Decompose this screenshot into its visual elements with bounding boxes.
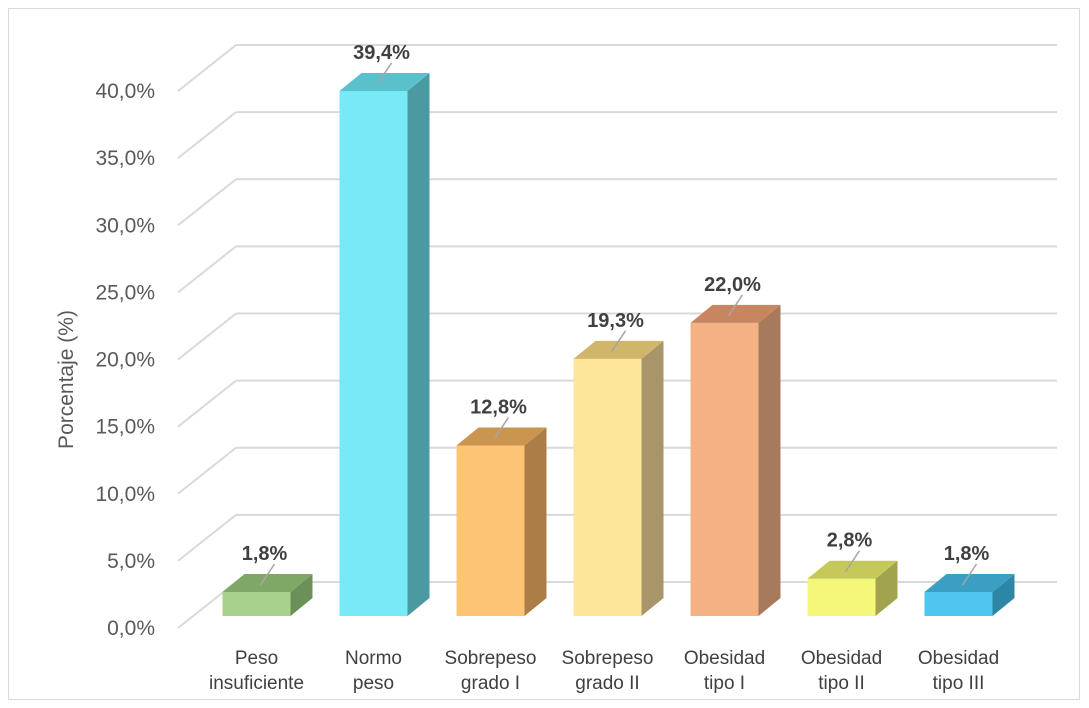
y-tick-label: 10,0% — [95, 483, 155, 506]
bar-front — [924, 592, 993, 616]
gridline-diag — [177, 245, 237, 294]
x-category-label: Peso — [235, 648, 278, 669]
data-label: 22,0% — [704, 274, 761, 296]
gridline-diag — [177, 379, 237, 428]
x-category-label: insuficiente — [209, 673, 304, 694]
gridline-diag — [177, 446, 237, 495]
y-tick-label: 25,0% — [95, 281, 155, 304]
data-label-leader — [844, 550, 861, 573]
bar-front — [222, 592, 291, 616]
bar-side — [992, 574, 1015, 616]
y-axis-title: Porcentaje (%) — [55, 310, 78, 449]
data-label: 1,8% — [944, 543, 990, 565]
gridline-diag — [177, 312, 237, 361]
y-tick-label: 15,0% — [95, 416, 155, 439]
data-label-leader — [961, 563, 978, 586]
x-category-label: grado I — [461, 673, 520, 694]
data-label-leader — [259, 563, 276, 586]
x-category-label: tipo III — [933, 673, 985, 694]
x-category-label: Normo — [345, 648, 402, 669]
bar-side — [524, 427, 547, 616]
bar-front — [690, 322, 759, 616]
x-category-label: tipo II — [818, 673, 864, 694]
y-tick-label: 0,0% — [107, 617, 155, 640]
data-label: 12,8% — [470, 396, 527, 418]
bar-side — [290, 574, 313, 616]
bar-top — [573, 340, 664, 359]
bar-front — [339, 90, 408, 617]
bar-front — [456, 445, 525, 616]
bar-front — [573, 358, 642, 616]
x-category-label: Obesidad — [801, 648, 882, 669]
x-category-label: Sobrepeso — [562, 648, 654, 669]
bar-side — [758, 304, 781, 616]
bar-front — [807, 578, 876, 616]
gridline-diag — [177, 178, 237, 227]
gridline-diag — [177, 111, 237, 159]
x-category-label: Obesidad — [684, 648, 765, 669]
y-tick-label: 30,0% — [95, 214, 155, 237]
y-tick-label: 35,0% — [95, 147, 155, 170]
y-tick-label: 20,0% — [95, 349, 155, 372]
x-category-label: grado II — [575, 673, 639, 694]
bar-side — [407, 72, 430, 617]
bar-top — [924, 574, 1015, 593]
bar-top — [339, 72, 430, 91]
y-tick-label: 5,0% — [107, 550, 155, 573]
data-label-leader — [727, 294, 744, 317]
bar-top — [456, 427, 547, 446]
data-label: 1,8% — [242, 543, 288, 565]
gridline-diag — [177, 514, 237, 562]
data-label: 19,3% — [587, 310, 644, 332]
bar-side — [875, 560, 898, 616]
data-label-leader — [610, 330, 627, 353]
bar-side — [641, 340, 664, 616]
x-category-label: tipo I — [704, 673, 745, 694]
bar-top — [222, 574, 313, 593]
data-label-leader — [493, 417, 510, 439]
data-label-leader — [376, 62, 393, 85]
x-category-label: Sobrepeso — [445, 648, 537, 669]
y-tick-label: 40,0% — [95, 80, 155, 103]
bar-top — [807, 560, 898, 579]
x-category-label: Obesidad — [918, 648, 999, 669]
data-label: 2,8% — [827, 530, 873, 552]
bar-top — [690, 304, 781, 323]
x-category-label: peso — [353, 673, 394, 694]
gridline-diag — [177, 44, 237, 92]
data-label: 39,4% — [353, 42, 410, 64]
